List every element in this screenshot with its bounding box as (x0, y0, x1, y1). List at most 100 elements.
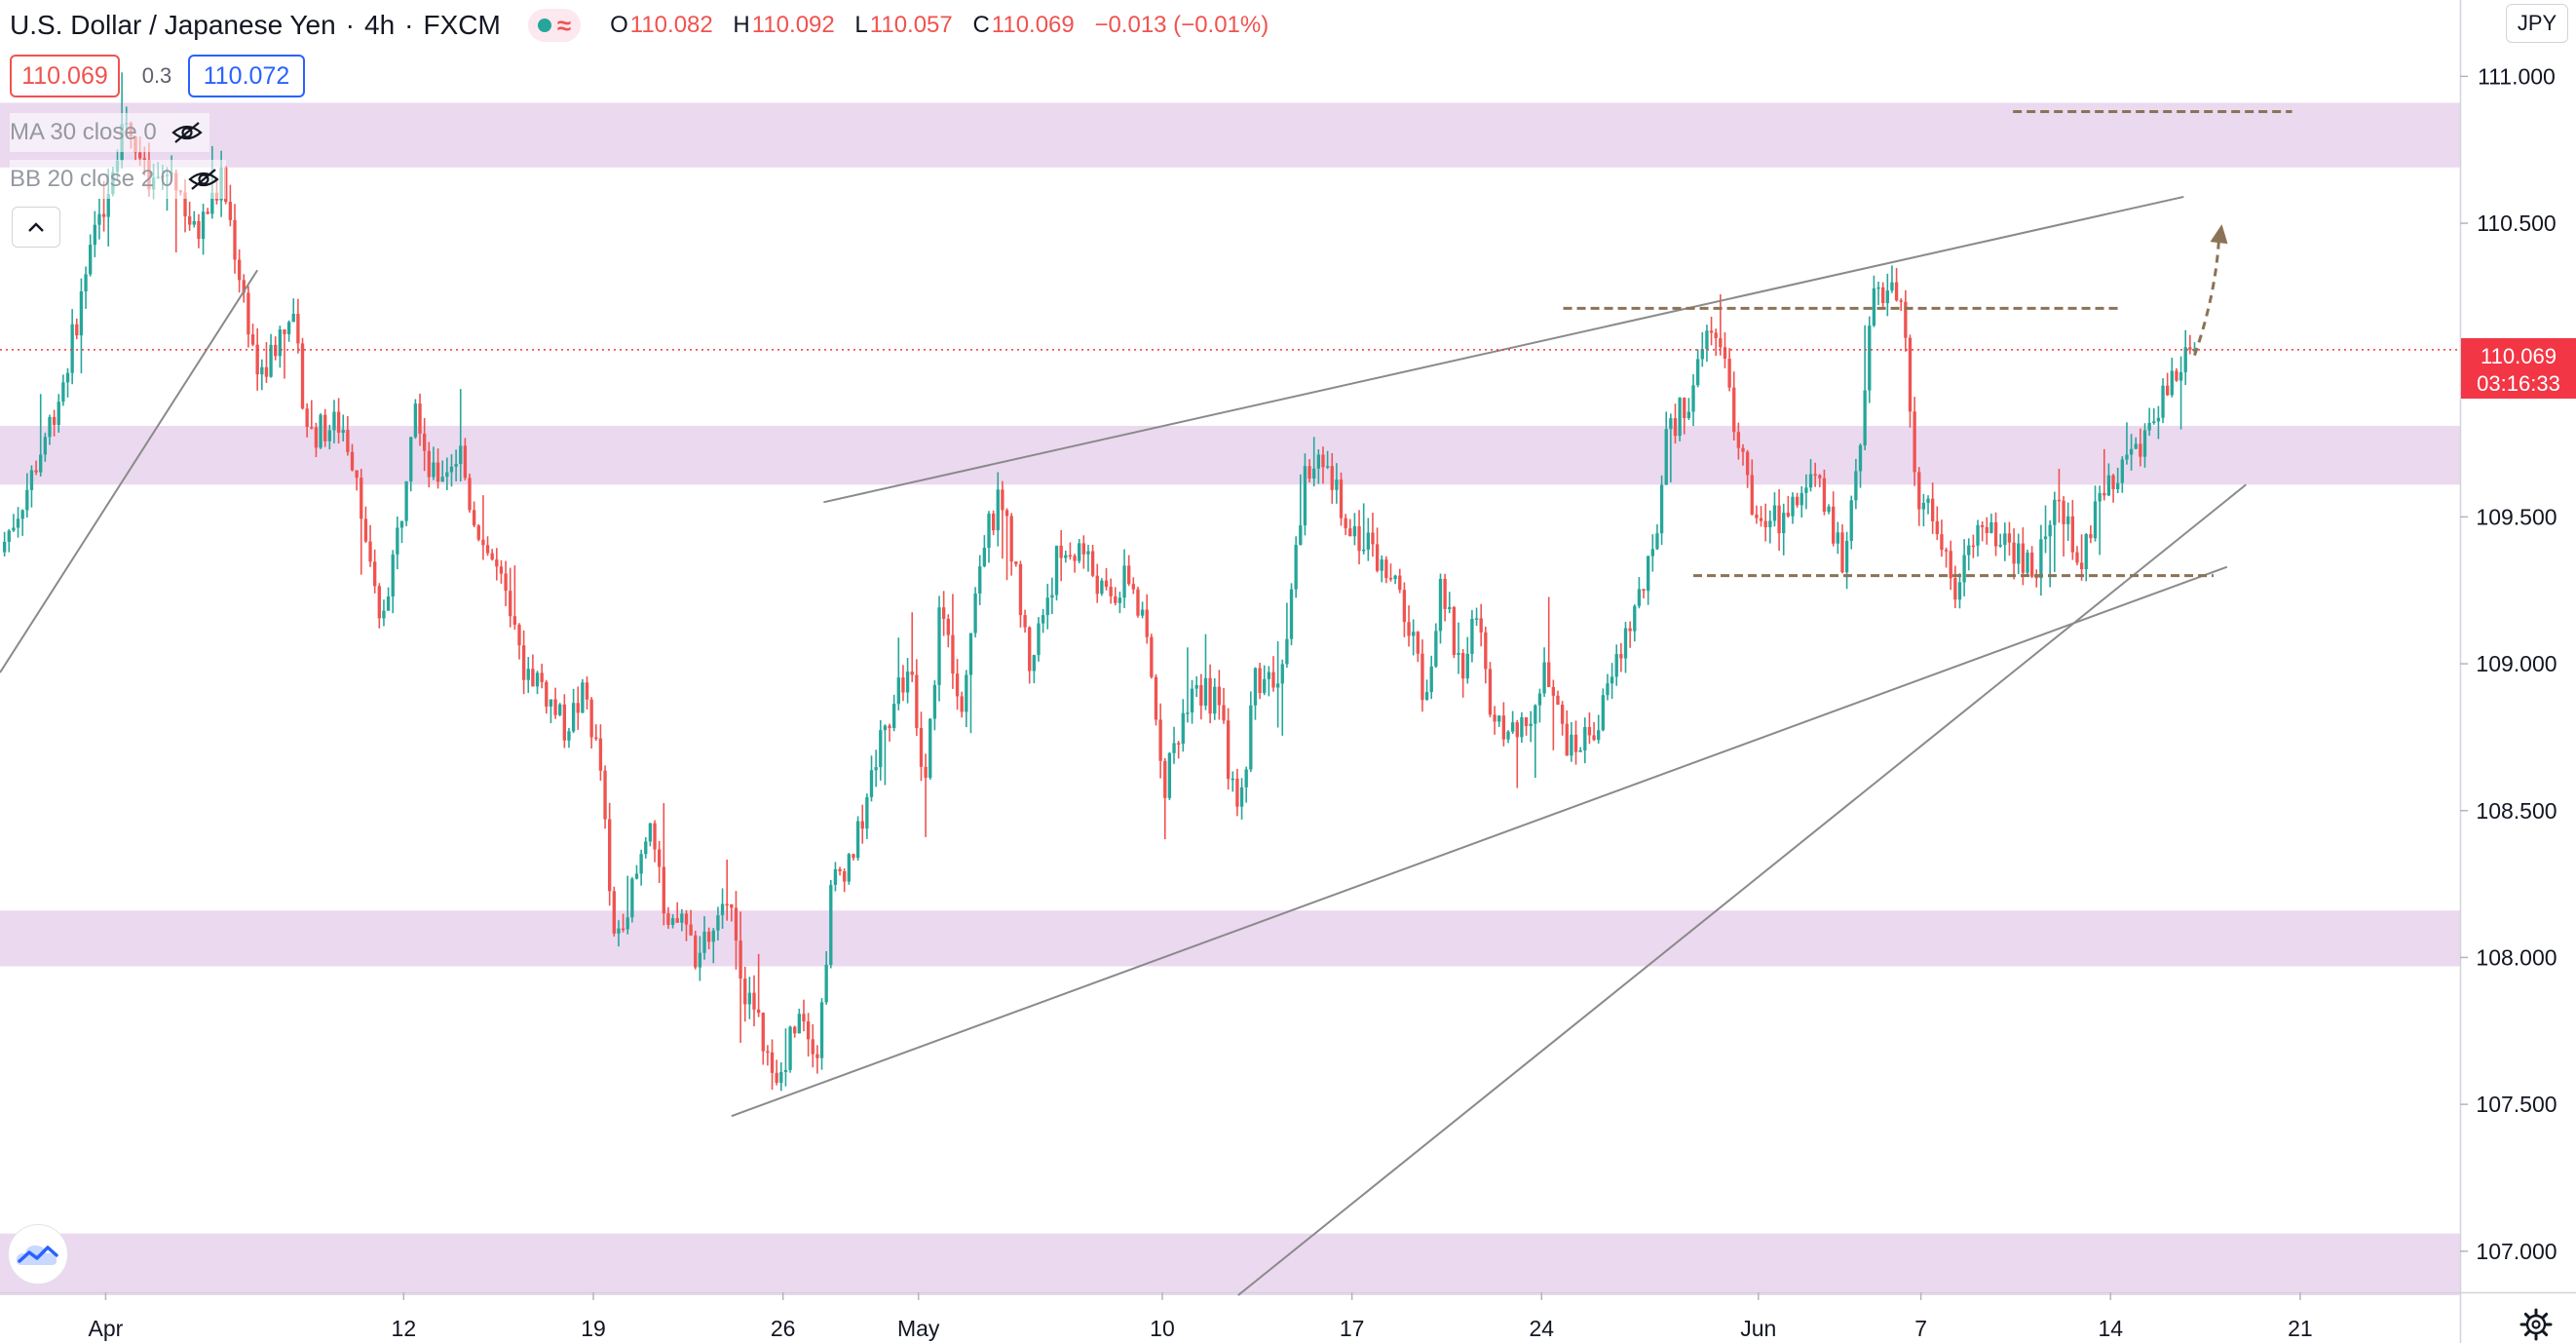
candle-body (1619, 654, 1623, 659)
candle-body (2116, 482, 2120, 489)
candle-body (363, 518, 368, 542)
indicator-ma[interactable]: MA 30 close 0 (10, 113, 209, 152)
candle-body (1457, 653, 1460, 655)
candle-body (1953, 578, 1957, 600)
candle-body (291, 314, 295, 323)
open-label: O (610, 12, 628, 38)
close-value: 110.069 (991, 12, 1075, 38)
high-value: 110.092 (751, 12, 835, 38)
candle-body (811, 1039, 814, 1055)
currency-button[interactable]: JPY (2506, 4, 2568, 43)
candle-body (932, 684, 937, 719)
candle-body (1275, 683, 1280, 688)
collapse-legend-button[interactable] (12, 207, 60, 248)
candle-body (1339, 480, 1344, 518)
candle-body (1863, 390, 1867, 445)
sell-price-button[interactable]: 110.069 (10, 55, 120, 97)
support-resistance-zones (0, 102, 2460, 1296)
candle-body (377, 586, 381, 619)
candle-body (802, 1014, 806, 1022)
candle-body (1683, 398, 1686, 419)
replay-wave-icon: ≈ (556, 10, 572, 40)
candle-body (644, 841, 648, 855)
candle-body (360, 478, 363, 519)
candle-body (1190, 688, 1194, 713)
buy-price-button[interactable]: 110.072 (188, 55, 305, 97)
candle-body (829, 884, 833, 965)
candle-body (982, 548, 987, 567)
tradingview-logo[interactable] (8, 1224, 68, 1285)
candle-body (545, 681, 549, 707)
candle-body (1980, 524, 1985, 527)
candle-body (1556, 695, 1560, 706)
candle-body (698, 952, 702, 968)
candle-body (2188, 347, 2192, 350)
candle-body (1813, 474, 1817, 476)
candle-body (743, 978, 747, 1005)
candle-body (1448, 606, 1452, 609)
candle-body (350, 451, 355, 471)
candle-body (1904, 301, 1908, 338)
candle-body (1299, 525, 1303, 546)
candle-body (594, 737, 598, 739)
candle-body (888, 725, 891, 729)
time-tick-label: 24 (1529, 1316, 1554, 1341)
price-axis[interactable]: 111.000 110.500 109.500 109.000 108.500 108.0… (2460, 63, 2557, 1264)
candle-body (1470, 618, 1474, 654)
candle-body (783, 1069, 788, 1072)
candle-body (1957, 582, 1962, 600)
indicator-bb[interactable]: BB 20 close 2 0 (10, 160, 227, 199)
candle-body (101, 213, 106, 217)
candle-body (1868, 326, 1872, 391)
candle-body (711, 930, 715, 942)
candle-body (2120, 459, 2124, 483)
candle-body (598, 738, 603, 771)
candle-body (89, 245, 93, 275)
candle-body (260, 366, 264, 375)
candle-body (1827, 506, 1831, 513)
low-value: 110.057 (869, 12, 953, 38)
candle-body (1534, 705, 1537, 724)
time-tick-label: 14 (2098, 1316, 2123, 1341)
candle-body (1366, 532, 1370, 550)
candle-body (1844, 541, 1849, 573)
price-tick-label: 109.000 (2476, 651, 2557, 676)
symbol-name[interactable]: U.S. Dollar / Japanese Yen (10, 10, 336, 40)
candle-body (1289, 589, 1294, 639)
candle-body (1899, 300, 1903, 302)
candle-body (775, 1072, 778, 1083)
time-tick-label: May (897, 1316, 940, 1341)
candle-body (1578, 749, 1582, 752)
eye-off-icon[interactable] (170, 121, 204, 144)
candle-body (1081, 543, 1086, 555)
candle-body (779, 1071, 783, 1083)
candle-body (865, 796, 869, 829)
eye-off-icon[interactable] (187, 168, 220, 191)
candle-body (653, 823, 657, 850)
candle-body (1529, 723, 1533, 726)
candle-body (29, 470, 34, 490)
candle-body (1452, 606, 1457, 655)
market-status[interactable]: ≈ (527, 9, 582, 42)
candle-body (1732, 387, 1736, 433)
candle-body (2039, 539, 2043, 579)
candle-body (61, 382, 65, 403)
candle-body (1597, 730, 1601, 741)
interval[interactable]: 4h (364, 10, 396, 40)
candle-body (1253, 668, 1258, 706)
candle-body (142, 158, 146, 160)
candle-body (1962, 555, 1966, 583)
candle-body (386, 596, 391, 611)
candle-body (1935, 520, 1939, 535)
gear-icon[interactable] (2519, 1308, 2553, 1341)
time-axis[interactable]: Apr 12 19 26 May 10 17 24 Jun 7 14 21 (89, 1292, 2313, 1341)
candle-body (1312, 468, 1316, 480)
candle-body (1876, 287, 1880, 289)
price-tick-label: 109.500 (2476, 504, 2557, 529)
candle-body (512, 616, 517, 625)
candle-body (815, 1054, 819, 1058)
candle-body (1840, 532, 1844, 573)
candle-body (504, 573, 508, 592)
